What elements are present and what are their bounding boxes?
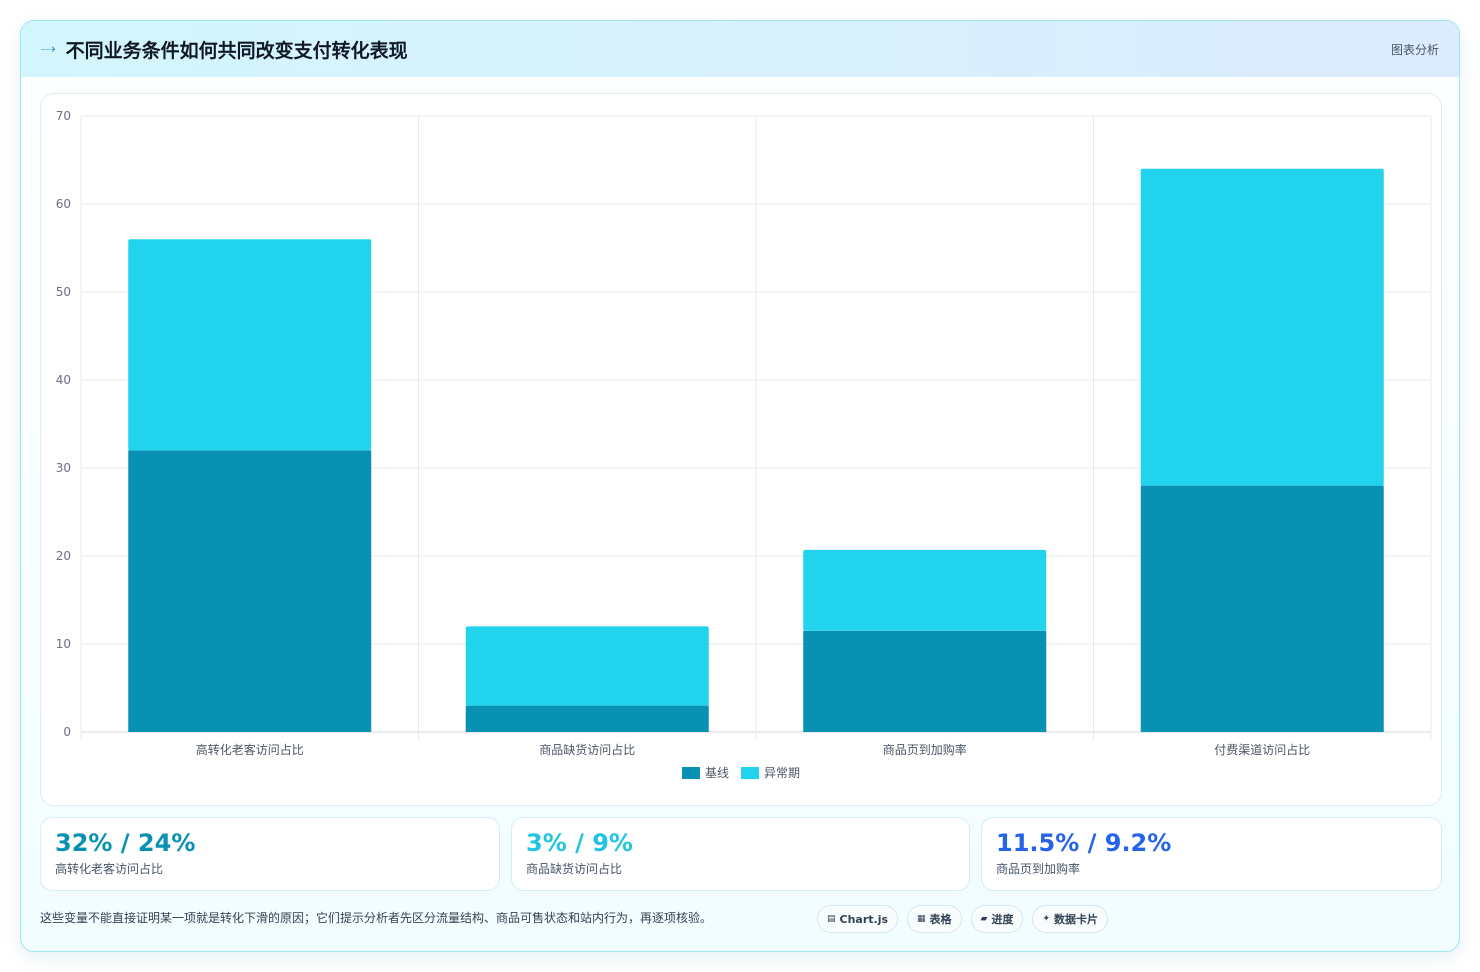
chip-progress[interactable]: ▰ 进度 [970, 905, 1024, 933]
chip-group: ▤ Chart.js ▦ 表格 ▰ 进度 ✦ 数据卡片 [817, 905, 1109, 933]
y-tick-label: 20 [56, 549, 71, 563]
trend-icon: ⤏ [41, 41, 56, 57]
chip-label: Chart.js [839, 912, 889, 926]
stat-card-stockout: 3% / 9% 商品缺货访问占比 [511, 817, 970, 891]
stat-value: 11.5% / 9.2% [996, 829, 1172, 857]
stat-label: 商品页到加购率 [996, 862, 1081, 876]
sparkle-icon: ✦ [1042, 914, 1051, 924]
bar-anomaly [465, 626, 709, 706]
bar-baseline [1140, 485, 1384, 732]
bar-anomaly [1140, 168, 1384, 486]
stat-label: 商品缺货访问占比 [526, 862, 623, 876]
legend-label: 基线 [705, 766, 729, 780]
bar-anomaly [803, 549, 1047, 631]
bar-baseline [465, 705, 709, 732]
chip-label: 进度 [991, 913, 1014, 926]
chip-data-card[interactable]: ✦ 数据卡片 [1032, 905, 1109, 933]
chart-icon: ▤ [827, 914, 836, 924]
y-tick-label: 70 [56, 109, 71, 123]
stat-card-returning: 32% / 24% 高转化老客访问占比 [40, 817, 500, 891]
stacked-bar-chart: 0 10 20 30 40 50 60 70 高转化老客访问占比 商品缺货访问占比 商品页到加购率 付… [56, 109, 1432, 780]
stat-value: 3% / 9% [526, 829, 633, 857]
x-tick-label: 高转化老客访问占比 [196, 742, 304, 757]
x-tick-label: 商品页到加购率 [883, 742, 967, 757]
progress-icon: ▰ [980, 914, 988, 924]
legend-label: 异常期 [764, 766, 800, 780]
chip-table[interactable]: ▦ 表格 [907, 905, 962, 933]
y-tick-label: 30 [56, 461, 71, 475]
stat-card-addtocart: 11.5% / 9.2% 商品页到加购率 [981, 817, 1442, 891]
x-tick-label: 付费渠道访问占比 [1214, 742, 1310, 757]
y-tick-label: 60 [56, 197, 71, 211]
page-title: 不同业务条件如何共同改变支付转化表现 [65, 39, 408, 62]
chart-window: ⤏ 不同业务条件如何共同改变支付转化表现 图表分析 0 10 20 30 40 50 60 7… [20, 20, 1460, 952]
bar-anomaly [128, 239, 372, 451]
bar-baseline [128, 450, 372, 732]
table-icon: ▦ [917, 914, 926, 924]
title-group: ⤏ 不同业务条件如何共同改变支付转化表现 [41, 36, 408, 63]
stat-label: 高转化老客访问占比 [55, 862, 164, 876]
legend-swatch [741, 767, 759, 779]
chip-label: 表格 [929, 913, 952, 926]
footer: 这些变量不能直接证明某一项就是转化下滑的原因；它们提示分析者先区分流量结构、商品… [40, 905, 1442, 935]
legend-swatch [682, 767, 700, 779]
chart-card: 0 10 20 30 40 50 60 70 高转化老客访问占比 商品缺货访问占比 商品页到加购率 付… [40, 93, 1442, 806]
y-tick-label: 40 [56, 373, 71, 387]
header-label: 图表分析 [1390, 42, 1439, 57]
y-tick-label: 50 [56, 285, 71, 299]
y-tick-label: 0 [63, 725, 71, 739]
stat-row: 32% / 24% 高转化老客访问占比 3% / 9% 商品缺货访问占比 11.… [40, 817, 1442, 891]
chip-label: 数据卡片 [1054, 913, 1099, 926]
window-header: ⤏ 不同业务条件如何共同改变支付转化表现 图表分析 [21, 21, 1459, 77]
x-tick-label: 商品缺货访问占比 [539, 742, 635, 757]
footer-note: 这些变量不能直接证明某一项就是转化下滑的原因；它们提示分析者先区分流量结构、商品… [40, 911, 713, 925]
bar-baseline [803, 630, 1047, 732]
stat-value: 32% / 24% [55, 829, 196, 857]
chip-chartjs[interactable]: ▤ Chart.js [817, 905, 899, 933]
y-tick-label: 10 [56, 637, 71, 651]
